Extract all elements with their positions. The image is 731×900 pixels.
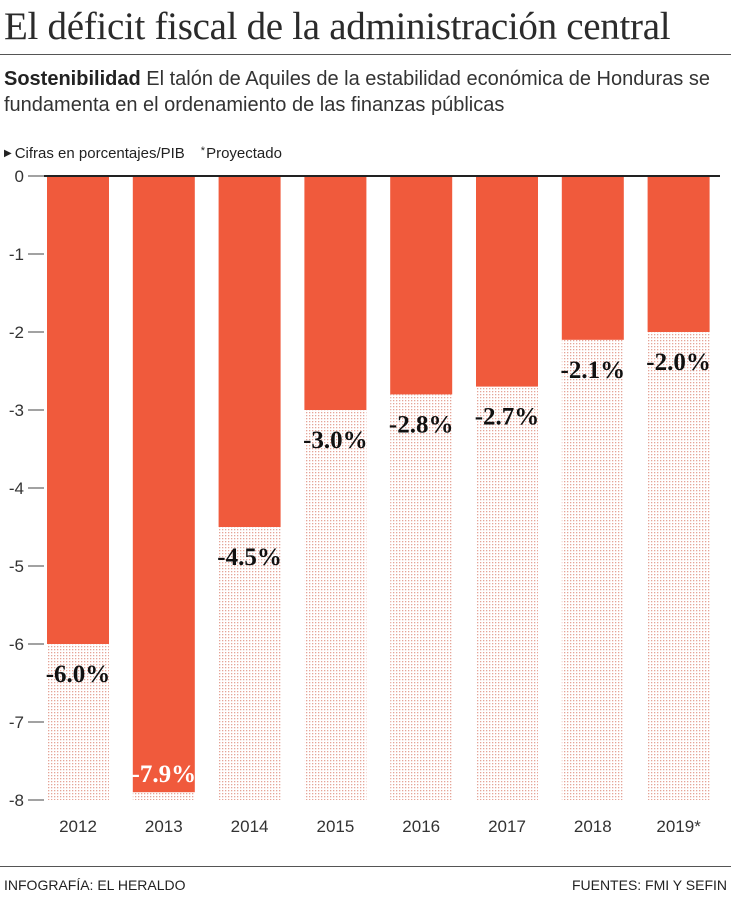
bar-background xyxy=(132,792,195,800)
bar-background xyxy=(561,339,624,800)
triangle-icon: ▶ xyxy=(4,148,12,159)
data-label: -2.8% xyxy=(389,411,454,438)
bar xyxy=(561,176,624,340)
credit: INFOGRAFÍA: EL HERALDO xyxy=(4,877,186,893)
y-tick-label: 0 xyxy=(15,167,24,186)
x-tick-label: 2018 xyxy=(574,817,612,836)
chart-subtitle: Sostenibilidad El talón de Aquiles de la… xyxy=(4,66,726,118)
x-tick-label: 2013 xyxy=(145,817,183,836)
x-tick-label: 2019* xyxy=(656,817,701,836)
y-tick-label: -2 xyxy=(9,323,24,342)
bar xyxy=(647,176,710,332)
y-tick-label: -1 xyxy=(9,245,24,264)
bar-background xyxy=(390,394,453,800)
y-tick-label: -5 xyxy=(9,557,24,576)
bar xyxy=(304,176,367,410)
x-tick-label: 2012 xyxy=(59,817,97,836)
bar xyxy=(47,176,109,644)
chart-notes: ▶ Cifras en porcentajes/PIB *Proyectado xyxy=(4,144,282,166)
data-label: -3.0% xyxy=(303,427,368,454)
projected-note: *Proyectado xyxy=(201,144,282,166)
footer-divider xyxy=(0,866,731,867)
data-label: -4.5% xyxy=(217,544,282,571)
y-tick-label: -8 xyxy=(9,791,24,810)
y-tick-label: -6 xyxy=(9,635,24,654)
subtitle-kicker: Sostenibilidad xyxy=(4,68,141,90)
bar xyxy=(218,176,281,527)
bar xyxy=(132,176,195,793)
sources: FUENTES: FMI Y SEFIN xyxy=(571,877,727,893)
bar-background xyxy=(647,332,710,800)
data-label: -7.9% xyxy=(132,761,197,788)
bar-chart: 0 -1 -2 -3 -4 -5 -6 -7 -8 -6.0% -7.9% -4.5% -3.0% -2… xyxy=(9,167,720,836)
y-axis: 0 -1 -2 -3 -4 -5 -6 -7 -8 xyxy=(9,167,44,810)
units-note: ▶ Cifras en porcentajes/PIB xyxy=(4,144,185,166)
chart-title: El déficit fiscal de la administración c… xyxy=(4,5,671,48)
data-label: -6.0% xyxy=(46,661,111,688)
bar-background xyxy=(476,386,538,800)
y-tick-label: -7 xyxy=(9,713,24,732)
bar-series: -6.0% -7.9% -4.5% -3.0% -2.8% -2.7% -2.1% -2.0% xyxy=(44,175,720,800)
bar-background xyxy=(304,410,367,800)
bar-background xyxy=(47,644,109,800)
projected-note-text: Proyectado xyxy=(206,145,282,162)
x-tick-label: 2015 xyxy=(316,817,354,836)
bar-background xyxy=(218,527,281,800)
title-divider xyxy=(0,54,731,55)
projected-marker: * xyxy=(200,145,206,157)
data-label: -2.7% xyxy=(475,404,540,431)
bar xyxy=(390,176,453,395)
x-tick-label: 2016 xyxy=(402,817,440,836)
x-tick-label: 2014 xyxy=(231,817,269,836)
x-axis: 2012 2013 2014 2015 2016 2017 2018 2019* xyxy=(59,817,701,836)
units-note-text: Cifras en porcentajes/PIB xyxy=(14,145,185,162)
bar xyxy=(476,176,538,387)
y-tick-label: -3 xyxy=(9,401,24,420)
data-label: -2.1% xyxy=(561,357,626,384)
x-tick-label: 2017 xyxy=(488,817,526,836)
y-tick-label: -4 xyxy=(9,479,24,498)
data-label: -2.0% xyxy=(646,349,711,376)
subtitle-text: El talón de Aquiles de la estabilidad ec… xyxy=(4,68,710,116)
